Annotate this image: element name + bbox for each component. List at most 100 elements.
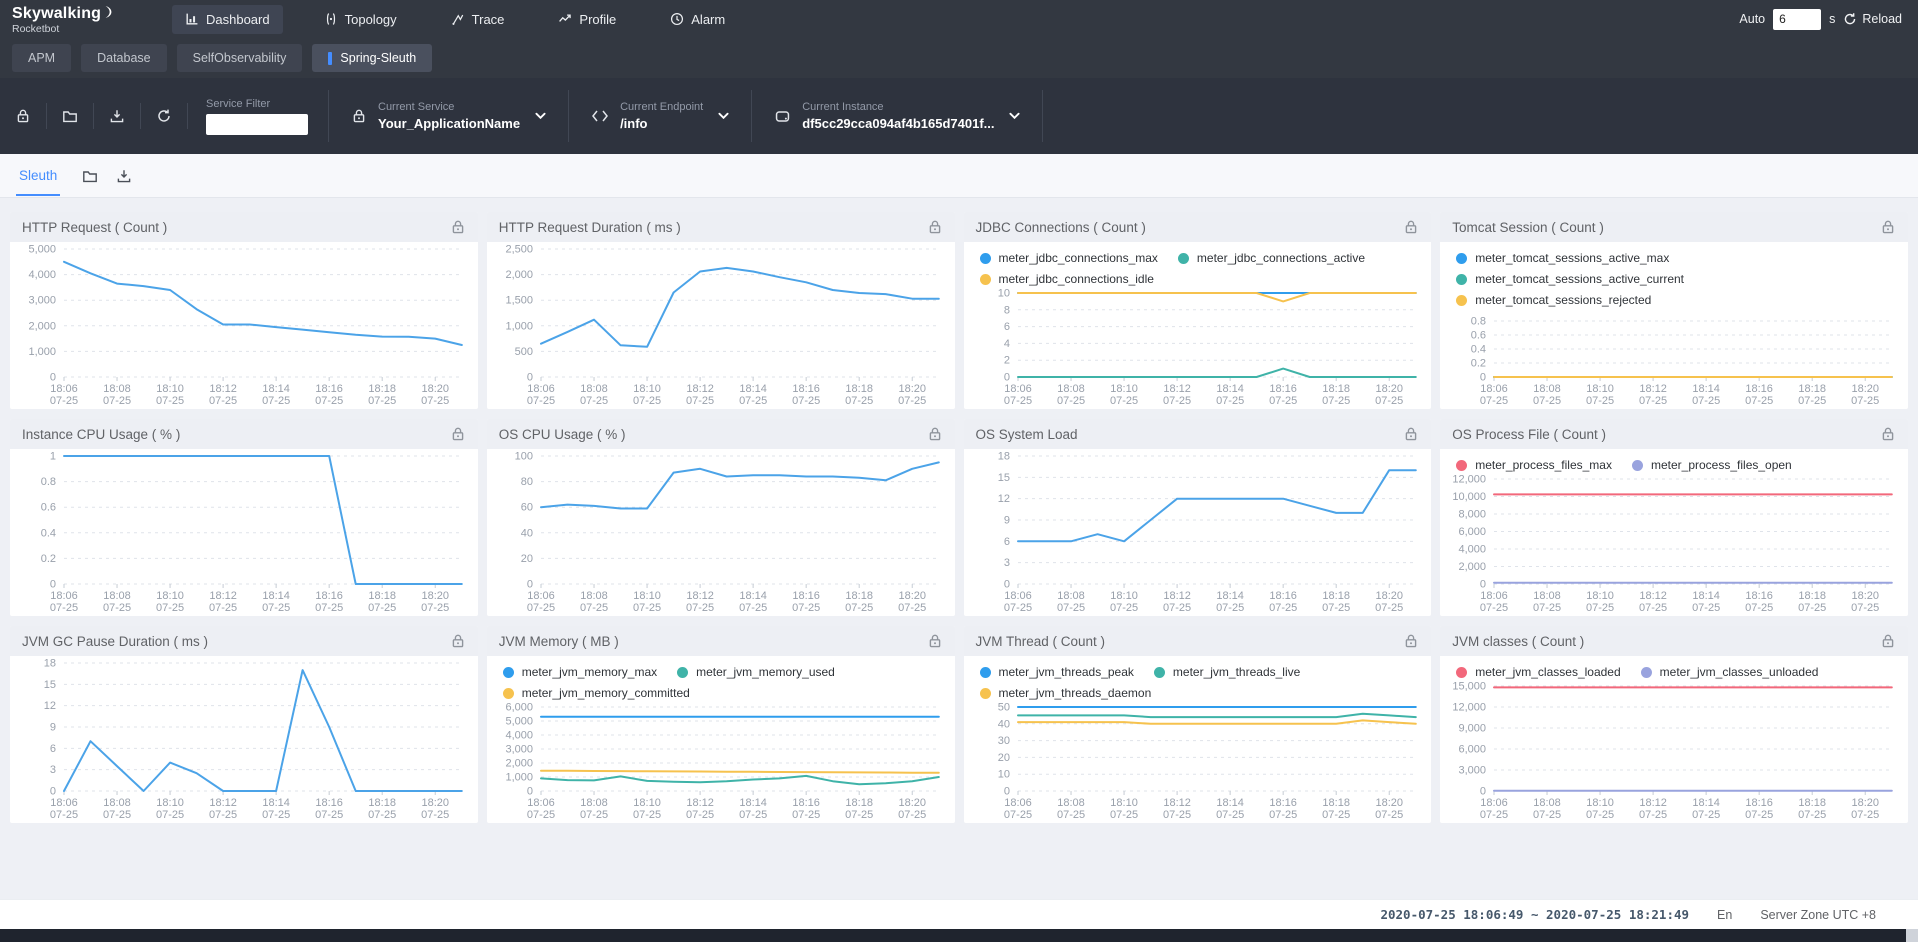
- svg-text:3,000: 3,000: [28, 295, 56, 307]
- svg-text:07-25: 07-25: [527, 602, 555, 614]
- group-tab-selfobservability[interactable]: SelfObservability: [177, 44, 303, 72]
- svg-text:9,000: 9,000: [1459, 723, 1487, 735]
- svg-text:07-25: 07-25: [633, 602, 661, 614]
- legend-item[interactable]: meter_jdbc_connections_max: [980, 251, 1158, 265]
- legend-item[interactable]: meter_tomcat_sessions_active_current: [1456, 272, 1684, 286]
- service-filter-input[interactable]: [206, 114, 308, 135]
- legend-label: meter_tomcat_sessions_active_current: [1475, 272, 1684, 286]
- svg-text:07-25: 07-25: [50, 395, 78, 407]
- lock-icon[interactable]: [1880, 219, 1896, 235]
- lock-icon[interactable]: [450, 219, 466, 235]
- server-zone[interactable]: Server Zone UTC +8: [1760, 908, 1876, 922]
- auto-unit-label: s: [1829, 12, 1835, 26]
- lock-icon[interactable]: [1403, 633, 1419, 649]
- footer-bar: 2020-07-25 18:06:49 ~ 2020-07-25 18:21:4…: [0, 899, 1918, 929]
- chart-card-header: HTTP Request ( Count ): [10, 212, 478, 242]
- svg-text:6,000: 6,000: [505, 702, 533, 714]
- svg-text:18:08: 18:08: [580, 797, 608, 809]
- svg-text:07-25: 07-25: [262, 395, 290, 407]
- group-tab-spring-sleuth[interactable]: Spring-Sleuth: [312, 44, 432, 72]
- svg-text:07-25: 07-25: [527, 395, 555, 407]
- legend-item[interactable]: meter_jvm_threads_daemon: [980, 686, 1152, 700]
- legend-item[interactable]: meter_jvm_memory_committed: [503, 686, 690, 700]
- selector-current-endpoint[interactable]: Current Endpoint/info: [569, 78, 751, 154]
- lock-icon[interactable]: [927, 219, 943, 235]
- lock-icon[interactable]: [450, 426, 466, 442]
- folder-icon[interactable]: [82, 168, 98, 184]
- group-tab-apm[interactable]: APM: [12, 44, 71, 72]
- legend-item[interactable]: meter_tomcat_sessions_active_max: [1456, 251, 1669, 265]
- legend-label: meter_process_files_open: [1651, 458, 1792, 472]
- svg-text:18:06: 18:06: [527, 590, 555, 602]
- reload-button[interactable]: Reload: [1843, 12, 1902, 26]
- svg-text:18:14: 18:14: [739, 797, 767, 809]
- legend-item[interactable]: meter_jvm_classes_unloaded: [1641, 665, 1819, 679]
- legend-item[interactable]: meter_tomcat_sessions_rejected: [1456, 293, 1651, 307]
- nav-item-topology[interactable]: Topology: [311, 5, 410, 34]
- legend-item[interactable]: meter_jvm_memory_max: [503, 665, 657, 679]
- svg-text:07-25: 07-25: [1322, 809, 1350, 821]
- svg-text:07-25: 07-25: [633, 809, 661, 821]
- legend-item[interactable]: meter_process_files_max: [1456, 458, 1612, 472]
- lock-icon[interactable]: [927, 633, 943, 649]
- tab-sleuth[interactable]: Sleuth: [16, 155, 60, 196]
- legend-item[interactable]: meter_jdbc_connections_idle: [980, 272, 1154, 286]
- svg-text:18:06: 18:06: [50, 590, 78, 602]
- selector-current-service[interactable]: Current ServiceYour_ApplicationName: [329, 78, 568, 154]
- legend-item[interactable]: meter_jdbc_connections_active: [1178, 251, 1365, 265]
- logo[interactable]: Skywalking Rocketbot: [0, 4, 142, 35]
- skywalking-dashboard-app: Skywalking Rocketbot Dashboard Topology Tr…: [0, 0, 1918, 942]
- svg-text:18: 18: [44, 658, 56, 670]
- download-icon[interactable]: [94, 108, 140, 124]
- nav-item-profile[interactable]: Profile: [545, 5, 629, 34]
- svg-text:07-25: 07-25: [103, 602, 131, 614]
- refresh-icon[interactable]: [141, 108, 187, 124]
- svg-text:30: 30: [997, 735, 1009, 747]
- svg-text:6,000: 6,000: [1459, 744, 1487, 756]
- svg-text:07-25: 07-25: [209, 602, 237, 614]
- auto-reload-controls: Auto s Reload: [1739, 9, 1918, 30]
- nav-item-label: Dashboard: [206, 12, 270, 27]
- chart-card: JVM Thread ( Count )meter_jvm_threads_pe…: [964, 626, 1432, 823]
- legend-dot: [1456, 253, 1467, 264]
- nav-item-trace[interactable]: Trace: [438, 5, 518, 34]
- chart-legend: meter_jvm_classes_loaded meter_jvm_classe…: [1440, 656, 1908, 679]
- group-tab-label: APM: [28, 51, 55, 65]
- time-range[interactable]: 2020-07-25 18:06:49 ~ 2020-07-25 18:21:4…: [1380, 907, 1689, 922]
- lock-icon[interactable]: [450, 633, 466, 649]
- svg-text:18:08: 18:08: [103, 590, 131, 602]
- nav-item-dashboard[interactable]: Dashboard: [172, 5, 283, 34]
- lock-icon[interactable]: [1403, 219, 1419, 235]
- legend-item[interactable]: meter_jvm_classes_loaded: [1456, 665, 1620, 679]
- group-tab-database[interactable]: Database: [81, 44, 167, 72]
- line-chart: 05001,0001,5002,0002,50018:0607-2518:080…: [487, 242, 955, 409]
- chevron-down-icon: [1009, 112, 1020, 120]
- nav-item-label: Profile: [579, 12, 616, 27]
- download-icon[interactable]: [116, 168, 132, 184]
- chart-card-header: OS Process File ( Count ): [1440, 419, 1908, 449]
- auto-interval-input[interactable]: [1773, 9, 1821, 30]
- lock-icon[interactable]: [1880, 633, 1896, 649]
- selector-label: Current Service: [378, 101, 520, 113]
- svg-text:18:16: 18:16: [315, 590, 343, 602]
- profile-icon: [558, 12, 572, 26]
- svg-text:07-25: 07-25: [1480, 395, 1508, 407]
- trace-icon: [451, 12, 465, 26]
- svg-text:0.4: 0.4: [41, 527, 56, 539]
- nav-item-alarm[interactable]: Alarm: [657, 5, 738, 34]
- legend-item[interactable]: meter_jvm_threads_live: [1154, 665, 1300, 679]
- selector-current-instance[interactable]: Current Instancedf5cc29cca094af4b165d740…: [752, 78, 1042, 154]
- chart-title: Instance CPU Usage ( % ): [22, 427, 180, 442]
- lock-icon[interactable]: [927, 426, 943, 442]
- lock-icon[interactable]: [1880, 426, 1896, 442]
- legend-item[interactable]: meter_jvm_memory_used: [677, 665, 835, 679]
- dashboard-group-tabs: APM Database SelfObservability Spring-Sleut…: [0, 38, 1918, 78]
- chart-legend: meter_tomcat_sessions_active_max meter_to…: [1440, 242, 1908, 307]
- lock-icon[interactable]: [1403, 426, 1419, 442]
- svg-text:18:08: 18:08: [1534, 590, 1562, 602]
- folder-icon[interactable]: [47, 108, 93, 124]
- lock-icon[interactable]: [0, 108, 46, 124]
- language-toggle[interactable]: En: [1717, 908, 1732, 922]
- legend-item[interactable]: meter_jvm_threads_peak: [980, 665, 1134, 679]
- legend-item[interactable]: meter_process_files_open: [1632, 458, 1792, 472]
